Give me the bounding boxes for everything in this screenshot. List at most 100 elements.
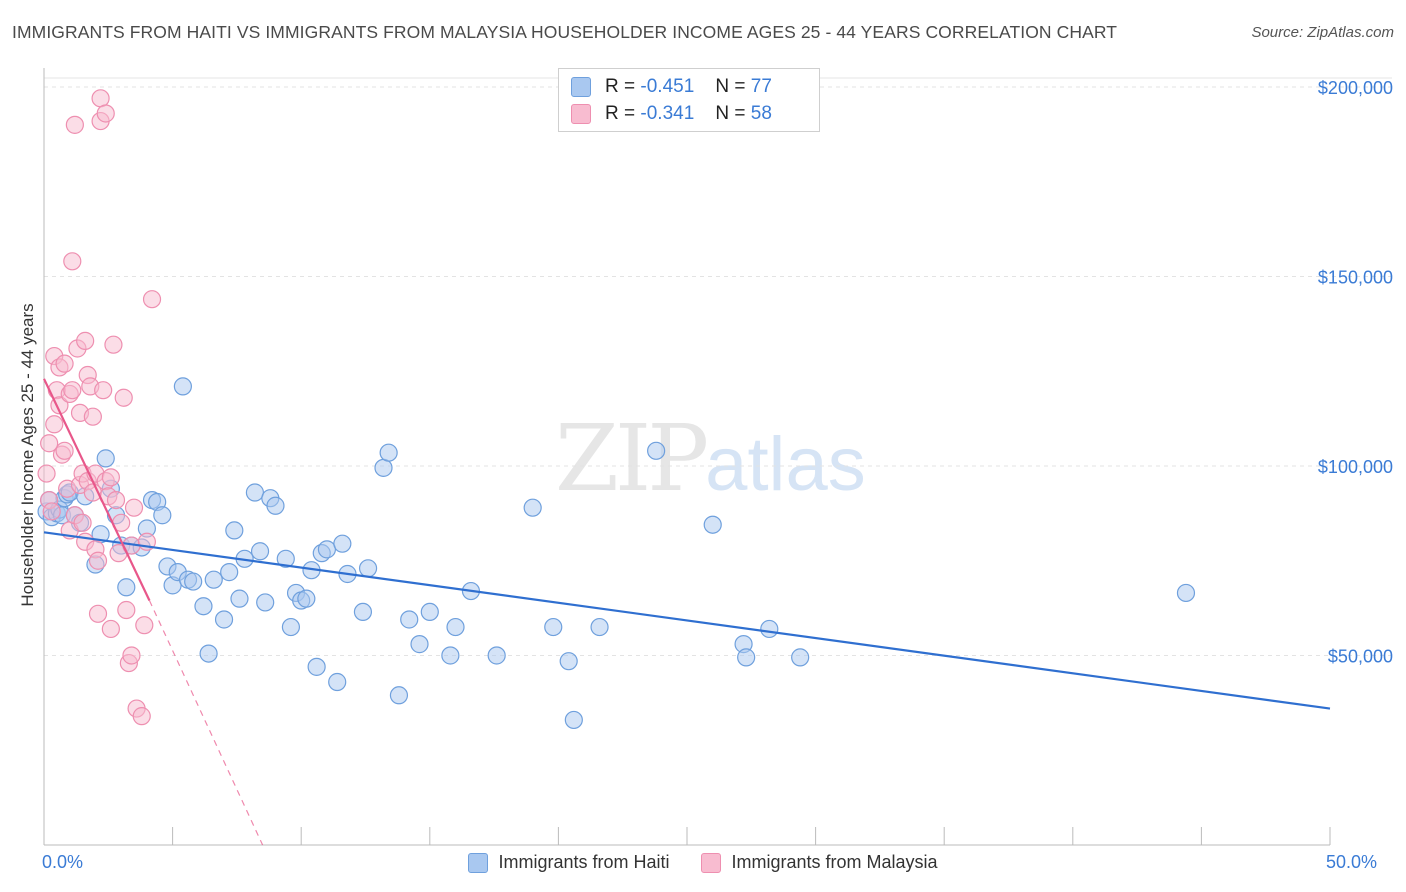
haiti-point [281, 617, 301, 637]
malaysia-point [122, 646, 141, 665]
haiti-point [420, 602, 439, 622]
n-label: N = [715, 103, 746, 124]
haiti-point [214, 610, 234, 629]
malaysia-point [42, 502, 61, 521]
malaysia-point [142, 290, 162, 309]
haiti-point [791, 648, 810, 667]
haiti-swatch [468, 852, 489, 873]
n-label: N = [715, 76, 746, 97]
malaysia-point [114, 388, 133, 407]
haiti-point [441, 646, 460, 665]
haiti-point [760, 619, 779, 639]
haiti-point [737, 648, 756, 667]
haiti-point [328, 672, 347, 692]
haiti-point [307, 657, 326, 676]
malaysia-point [76, 331, 95, 350]
malaysia-point [96, 104, 115, 123]
malaysia-point [132, 707, 151, 726]
haiti-point [446, 617, 465, 637]
malaysia-trend-line [43, 378, 151, 602]
haiti-point [374, 458, 393, 477]
haiti-point [245, 483, 265, 502]
haiti-point [250, 542, 270, 561]
malaysia-point [63, 252, 82, 271]
malaysia-point [91, 89, 110, 108]
haiti-point [353, 602, 373, 622]
malaysia-trend-extension [148, 600, 264, 846]
y-tick-label: $150,000 [1318, 267, 1393, 287]
y-tick-label: $100,000 [1318, 457, 1393, 477]
legend-label-haiti: Immigrants from Haiti [498, 852, 670, 872]
malaysia-point [37, 464, 56, 483]
haiti-point [317, 540, 337, 559]
malaysia-swatch [571, 104, 591, 124]
malaysia-point [101, 619, 120, 639]
r-label: R = [605, 76, 636, 97]
haiti-point [410, 635, 429, 654]
r-value: -0.341 [640, 103, 695, 124]
malaysia-point [94, 381, 113, 400]
n-value: 77 [750, 76, 772, 97]
haiti-point [276, 549, 295, 568]
haiti-point [199, 644, 218, 663]
haiti-trend-line [43, 531, 1331, 710]
legend-label-malaysia: Immigrants from Malaysia [731, 852, 938, 872]
malaysia-point [83, 407, 102, 426]
legend-item-haiti[interactable]: Immigrants from Haiti [468, 852, 669, 873]
watermark-atlas: atlas [705, 422, 866, 507]
haiti-point [559, 652, 578, 671]
stats-legend: R = -0.451 N = 77 R = -0.341 N = 58 [558, 68, 820, 132]
malaysia-point [101, 468, 120, 487]
malaysia-point [63, 381, 82, 400]
x-tick-label-min: 0.0% [42, 852, 84, 872]
x-tick-label-max: 50.0% [1326, 852, 1378, 872]
watermark-zip: ZIP [555, 405, 709, 512]
malaysia-point [135, 616, 154, 635]
haiti-point [333, 534, 352, 553]
legend-item-malaysia[interactable]: Immigrants from Malaysia [701, 852, 938, 873]
haiti-point [173, 377, 192, 396]
haiti-point [358, 559, 378, 578]
chart-title: IMMIGRANTS FROM HAITI VS IMMIGRANTS FROM… [12, 22, 1118, 42]
r-label: R = [605, 103, 636, 124]
haiti-point [379, 443, 398, 462]
haiti-point [153, 506, 172, 525]
n-value: 58 [750, 103, 772, 124]
malaysia-point [45, 415, 64, 434]
haiti-point [1176, 583, 1196, 603]
malaysia-point [104, 335, 123, 354]
haiti-point [523, 498, 542, 517]
malaysia-point [106, 490, 126, 510]
malaysia-point [55, 441, 74, 460]
malaysia-point [88, 604, 108, 623]
y-tick-label: $200,000 [1318, 78, 1393, 98]
haiti-point [256, 593, 275, 612]
haiti-point [194, 597, 213, 616]
haiti-point [590, 617, 609, 637]
malaysia-point [73, 513, 92, 532]
haiti-point [564, 710, 583, 730]
haiti-point [225, 521, 244, 540]
stats-row-haiti: R = -0.451 N = 77 [571, 74, 772, 100]
source-label: Source: ZipAtlas.com [1251, 24, 1394, 41]
watermark: ZIPatlas [555, 405, 866, 512]
series-legend: Immigrants from Haiti Immigrants from Ma… [0, 852, 1406, 873]
malaysia-point [124, 498, 144, 517]
haiti-point [544, 617, 563, 637]
malaysia-point [88, 551, 108, 570]
haiti-point [389, 686, 409, 705]
haiti-point [266, 496, 285, 515]
malaysia-point [65, 115, 84, 134]
y-tick-label: $50,000 [1328, 646, 1393, 666]
haiti-point [400, 610, 419, 629]
haiti-point [230, 589, 249, 608]
malaysia-point [40, 434, 59, 453]
haiti-point [204, 570, 223, 589]
haiti-point [96, 449, 115, 468]
haiti-swatch [571, 77, 591, 97]
haiti-point [220, 563, 239, 582]
malaysia-point [55, 354, 74, 373]
haiti-point [184, 572, 203, 591]
stats-row-malaysia: R = -0.341 N = 58 [571, 101, 772, 127]
